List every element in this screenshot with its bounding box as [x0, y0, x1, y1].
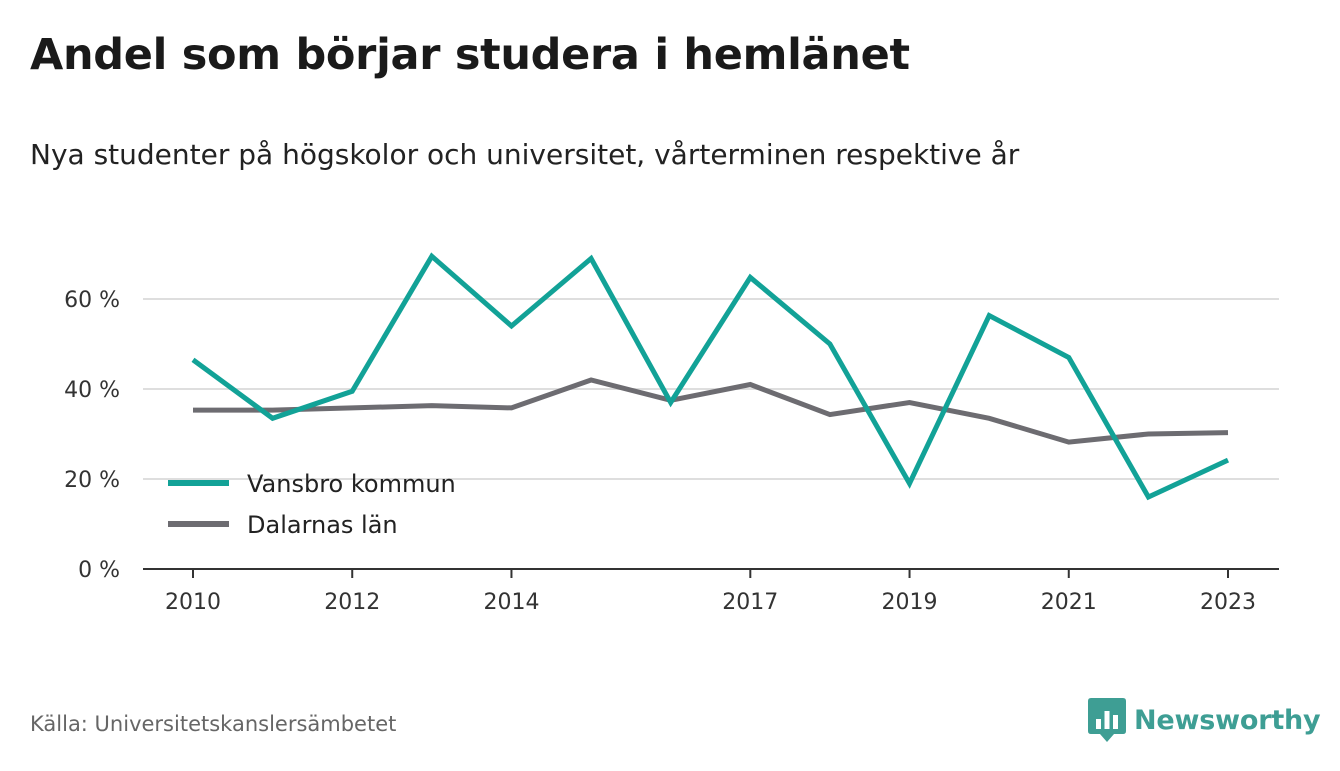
chart-subtitle: Nya studenter på högskolor och universit…: [30, 138, 1020, 171]
series-line-vansbro-kommun: [191, 252, 1230, 501]
x-tick-label: 2017: [722, 590, 778, 615]
y-tick-label: 20 %: [64, 468, 120, 493]
x-tick-label: 2012: [324, 590, 380, 615]
x-tick-label: 2019: [882, 590, 938, 615]
x-tick-label: 2023: [1200, 590, 1256, 615]
series-line-dalarnas-län: [193, 377, 1229, 445]
gridlines: [143, 298, 1279, 480]
newsworthy-bar-chart-icon: [1088, 698, 1126, 742]
newsworthy-logo: Newsworthy: [1088, 698, 1321, 742]
brand-name: Newsworthy: [1134, 704, 1321, 736]
x-tick-label: 2010: [165, 590, 221, 615]
legend: Vansbro kommun Dalarnas län: [168, 470, 456, 539]
x-tick-label: 2021: [1041, 590, 1097, 615]
legend-label: Vansbro kommun: [247, 470, 456, 498]
y-tick-label: 60 %: [64, 288, 120, 313]
source-note: Källa: Universitetskanslersämbetet: [30, 712, 397, 736]
chart-title: Andel som börjar studera i hemlänet: [30, 30, 910, 80]
y-tick-label: 0 %: [78, 558, 120, 583]
y-tick-label: 40 %: [64, 378, 120, 403]
x-tick-label: 2014: [483, 590, 539, 615]
series-lines: [191, 252, 1230, 501]
legend-label: Dalarnas län: [247, 511, 398, 539]
axes: 0 % 20 % 40 % 60 % 2010 2012 2014 2017 2019 2021 2…: [64, 288, 1279, 615]
